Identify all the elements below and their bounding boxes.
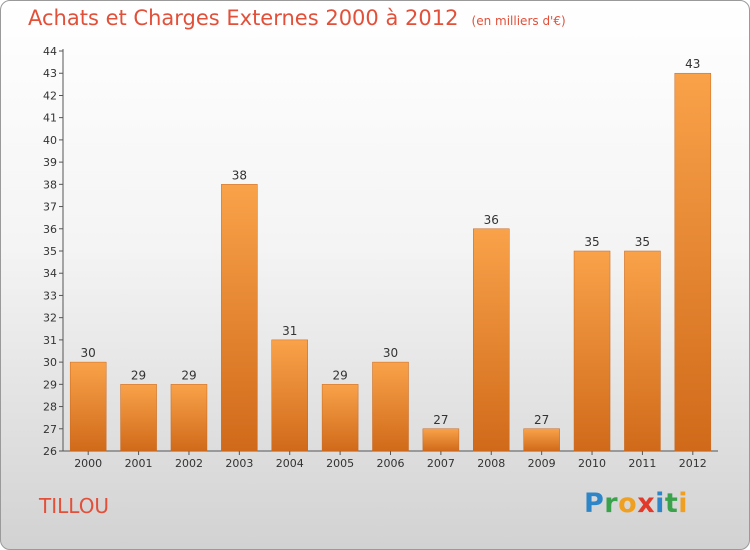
bar-value-label: 27 (534, 413, 549, 427)
y-tick-label: 35 (43, 245, 57, 258)
y-tick-label: 27 (43, 423, 57, 436)
y-tick-label: 34 (43, 267, 57, 280)
bar-value-label: 29 (131, 368, 146, 382)
bar-value-label: 29 (181, 368, 196, 382)
logo-letter: i (655, 488, 665, 519)
bar-value-label: 27 (433, 413, 448, 427)
x-tick-label: 2005 (326, 457, 354, 470)
x-tick-label: 2001 (125, 457, 153, 470)
bar-value-label: 29 (332, 368, 347, 382)
x-tick-label: 2010 (578, 457, 606, 470)
bars: 30 29 29 38 31 29 30 27 36 27 35 35 43 (69, 57, 712, 452)
y-tick-label: 36 (43, 223, 57, 236)
x-tick-label: 2009 (528, 457, 556, 470)
bar (422, 428, 460, 452)
bar (573, 250, 611, 452)
y-tick-label: 26 (43, 445, 57, 458)
x-tick-label: 2011 (628, 457, 656, 470)
x-tick-label: 2006 (377, 457, 405, 470)
bar (674, 72, 712, 452)
bar (321, 384, 359, 452)
bar-value-label: 36 (484, 213, 499, 227)
bar (523, 428, 560, 452)
bar-value-label: 43 (685, 57, 700, 71)
x-tick-label: 2008 (477, 457, 505, 470)
x-tick-label: 2012 (679, 457, 707, 470)
y-tick-label: 38 (43, 178, 57, 191)
bar-value-label: 30 (383, 346, 398, 360)
y-tick-label: 30 (43, 356, 57, 369)
bar (473, 228, 510, 452)
bar (624, 250, 661, 452)
chart-title: Achats et Charges Externes 2000 à 2012 (28, 6, 459, 30)
logo-letter: P (584, 488, 605, 519)
logo-letter: r (604, 488, 619, 519)
y-tick-label: 39 (43, 156, 57, 169)
logo-letter: x (637, 488, 656, 519)
bar (372, 361, 409, 452)
y-tick-label: 41 (43, 112, 57, 125)
logo-letter: t (664, 488, 679, 519)
x-tick-label: 2000 (74, 457, 102, 470)
x-tick-label: 2004 (276, 457, 304, 470)
x-tick-label: 2007 (427, 457, 455, 470)
bar-value-label: 38 (232, 168, 247, 182)
y-tick-label: 44 (43, 45, 57, 58)
bar-value-label: 35 (635, 235, 650, 249)
logo-letter: o (618, 488, 638, 519)
bar (221, 184, 258, 452)
bar-value-label: 31 (282, 324, 297, 338)
y-tick-label: 43 (43, 67, 57, 80)
x-tick-label: 2003 (225, 457, 253, 470)
proxiti-logo: Proxiti (584, 488, 688, 519)
bar-value-label: 35 (584, 235, 599, 249)
y-tick-label: 32 (43, 312, 57, 325)
logo-letter: i (678, 488, 689, 519)
y-tick-label: 40 (43, 134, 57, 147)
bar (271, 339, 308, 452)
bar (120, 384, 157, 452)
y-tick-label: 29 (43, 378, 57, 391)
y-tick-label: 31 (43, 334, 57, 347)
bar (170, 384, 208, 452)
x-tick-label: 2002 (175, 457, 203, 470)
y-tick-label: 28 (43, 401, 57, 414)
y-tick-label: 37 (43, 201, 57, 214)
location-label: TILLOU (39, 494, 110, 518)
chart-subtitle: (en milliers d'€) (471, 14, 566, 28)
bar-value-label: 30 (81, 346, 96, 360)
axes: 26 27 28 29 30 31 32 33 34 35 36 37 38 39 40 41 42 43 44 20… (43, 45, 718, 470)
bar (69, 361, 107, 452)
y-tick-label: 42 (43, 89, 57, 102)
chart-title-block: Achats et Charges Externes 2000 à 2012 (… (28, 6, 566, 30)
y-tick-label: 33 (43, 289, 57, 302)
